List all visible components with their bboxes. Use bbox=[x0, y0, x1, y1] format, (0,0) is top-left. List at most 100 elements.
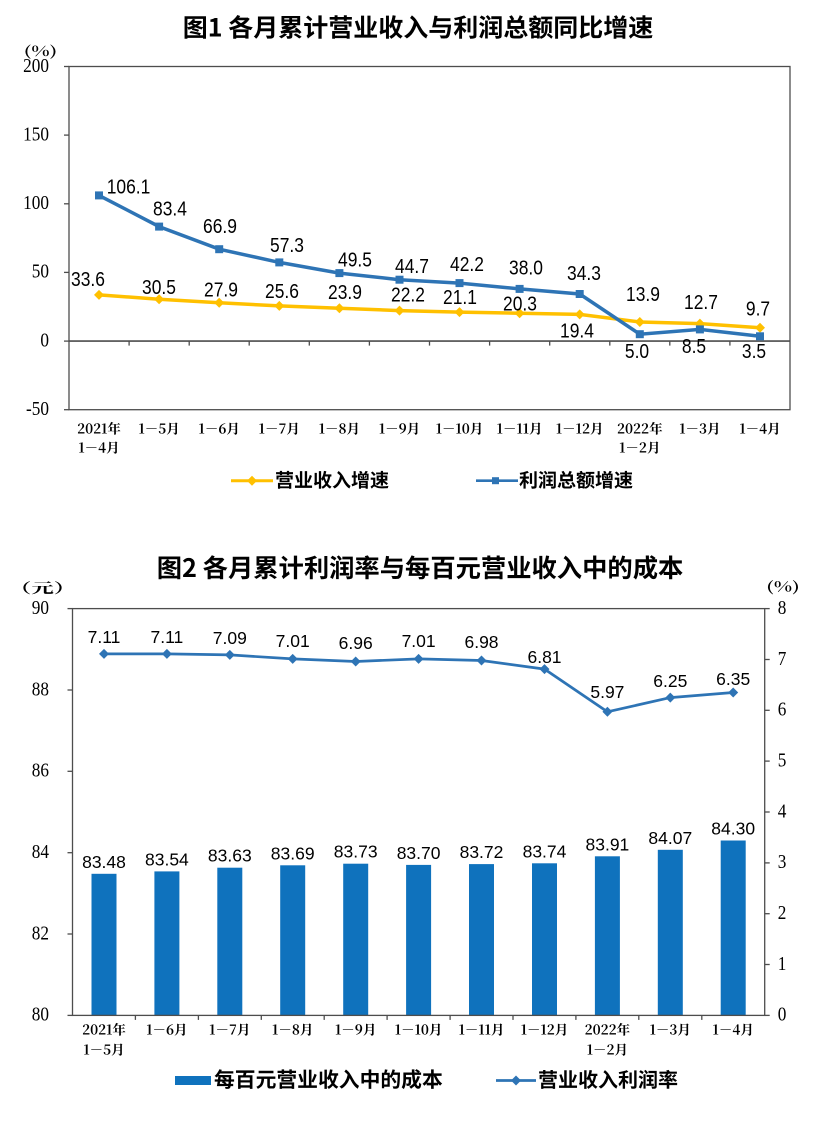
svg-text:1－10月: 1－10月 bbox=[436, 418, 484, 438]
svg-text:图2 各月累计利润率与每百元营业收入中的成本: 图2 各月累计利润率与每百元营业收入中的成本 bbox=[157, 549, 684, 585]
svg-text:利润总额增速: 利润总额增速 bbox=[519, 466, 633, 493]
svg-text:1－12月: 1－12月 bbox=[556, 418, 604, 438]
svg-text:66.9: 66.9 bbox=[203, 216, 237, 239]
svg-text:106.1: 106.1 bbox=[107, 176, 151, 199]
svg-text:6.98: 6.98 bbox=[464, 632, 498, 652]
svg-text:1－7月: 1－7月 bbox=[259, 418, 300, 438]
svg-text:-50: -50 bbox=[26, 398, 49, 421]
svg-text:（元）: （元） bbox=[9, 578, 76, 597]
svg-text:1: 1 bbox=[778, 952, 787, 975]
svg-text:25.6: 25.6 bbox=[265, 281, 299, 304]
svg-text:3: 3 bbox=[778, 851, 787, 874]
svg-text:1－11月: 1－11月 bbox=[459, 1019, 505, 1039]
svg-text:9.7: 9.7 bbox=[746, 298, 770, 321]
svg-text:6.96: 6.96 bbox=[339, 633, 373, 653]
svg-text:1－6月: 1－6月 bbox=[146, 1019, 187, 1039]
svg-text:38.0: 38.0 bbox=[509, 257, 543, 280]
svg-text:6.81: 6.81 bbox=[527, 647, 561, 667]
svg-text:6.35: 6.35 bbox=[716, 669, 750, 689]
svg-text:83.69: 83.69 bbox=[271, 843, 315, 863]
svg-text:30.5: 30.5 bbox=[142, 277, 176, 300]
svg-text:1－5月: 1－5月 bbox=[138, 418, 179, 438]
svg-text:4: 4 bbox=[778, 800, 787, 823]
svg-text:2: 2 bbox=[778, 902, 787, 925]
svg-text:83.54: 83.54 bbox=[145, 849, 189, 869]
svg-text:1－9月: 1－9月 bbox=[379, 418, 420, 438]
svg-text:1－6月: 1－6月 bbox=[199, 418, 240, 438]
svg-text:42.2: 42.2 bbox=[450, 254, 484, 277]
svg-text:(%): (%) bbox=[24, 40, 57, 60]
svg-text:27.9: 27.9 bbox=[204, 279, 238, 302]
svg-text:83.70: 83.70 bbox=[397, 843, 441, 863]
svg-text:7.01: 7.01 bbox=[402, 631, 436, 651]
svg-text:88: 88 bbox=[32, 678, 49, 701]
svg-text:营业收入利润率: 营业收入利润率 bbox=[538, 1064, 678, 1093]
svg-text:7.01: 7.01 bbox=[276, 631, 310, 651]
svg-text:13.9: 13.9 bbox=[626, 284, 660, 307]
svg-text:3.5: 3.5 bbox=[742, 341, 766, 364]
svg-text:1－8月: 1－8月 bbox=[319, 418, 360, 438]
svg-text:6: 6 bbox=[778, 698, 787, 721]
svg-text:12.7: 12.7 bbox=[684, 292, 718, 315]
svg-text:5: 5 bbox=[778, 749, 787, 772]
svg-text:1－2月: 1－2月 bbox=[587, 1039, 628, 1059]
svg-text:2022年: 2022年 bbox=[617, 418, 663, 438]
svg-text:86: 86 bbox=[32, 759, 49, 782]
svg-text:5.97: 5.97 bbox=[590, 682, 624, 702]
svg-text:7.11: 7.11 bbox=[151, 627, 184, 647]
svg-text:1－3月: 1－3月 bbox=[650, 1019, 691, 1039]
svg-text:22.2: 22.2 bbox=[391, 284, 425, 307]
svg-text:(%): (%) bbox=[766, 576, 799, 596]
svg-text:0: 0 bbox=[40, 329, 49, 352]
svg-text:7.11: 7.11 bbox=[88, 627, 121, 647]
svg-text:20.3: 20.3 bbox=[503, 293, 537, 316]
svg-text:83.91: 83.91 bbox=[586, 834, 630, 854]
svg-text:1－4月: 1－4月 bbox=[739, 418, 780, 438]
svg-text:8: 8 bbox=[778, 597, 787, 620]
svg-text:1－4月: 1－4月 bbox=[713, 1019, 754, 1039]
svg-text:50: 50 bbox=[32, 260, 49, 283]
svg-text:5.0: 5.0 bbox=[625, 341, 649, 364]
svg-text:44.7: 44.7 bbox=[395, 256, 429, 279]
svg-text:82: 82 bbox=[32, 922, 49, 945]
svg-text:1－5月: 1－5月 bbox=[83, 1039, 124, 1059]
svg-text:83.72: 83.72 bbox=[460, 842, 504, 862]
svg-text:1－10月: 1－10月 bbox=[395, 1019, 443, 1039]
svg-text:1－4月: 1－4月 bbox=[78, 437, 119, 457]
svg-text:1－2月: 1－2月 bbox=[619, 437, 660, 457]
svg-text:83.74: 83.74 bbox=[523, 841, 567, 861]
svg-text:83.63: 83.63 bbox=[208, 846, 252, 866]
svg-text:83.73: 83.73 bbox=[334, 842, 378, 862]
svg-text:57.3: 57.3 bbox=[270, 235, 304, 258]
svg-text:34.3: 34.3 bbox=[567, 263, 601, 286]
svg-text:33.6: 33.6 bbox=[71, 269, 105, 292]
svg-text:2021年: 2021年 bbox=[77, 418, 121, 438]
svg-text:19.4: 19.4 bbox=[560, 320, 594, 343]
svg-text:80: 80 bbox=[32, 1003, 49, 1026]
svg-text:1－9月: 1－9月 bbox=[335, 1019, 376, 1039]
svg-text:6.25: 6.25 bbox=[653, 671, 687, 691]
svg-text:图1 各月累计营业收入与利润总额同比增速: 图1 各月累计营业收入与利润总额同比增速 bbox=[183, 9, 653, 45]
svg-text:1－11月: 1－11月 bbox=[497, 418, 543, 438]
svg-text:1－7月: 1－7月 bbox=[209, 1019, 250, 1039]
svg-text:84: 84 bbox=[32, 841, 50, 864]
svg-text:200: 200 bbox=[23, 54, 49, 77]
svg-text:2021年: 2021年 bbox=[82, 1019, 126, 1039]
svg-text:83.48: 83.48 bbox=[82, 852, 126, 872]
svg-text:8.5: 8.5 bbox=[682, 336, 706, 359]
svg-text:90: 90 bbox=[32, 597, 49, 620]
svg-text:0: 0 bbox=[778, 1003, 787, 1026]
svg-text:1－3月: 1－3月 bbox=[679, 418, 720, 438]
svg-text:2022年: 2022年 bbox=[585, 1019, 631, 1039]
svg-text:7.09: 7.09 bbox=[213, 628, 247, 648]
svg-text:1－8月: 1－8月 bbox=[272, 1019, 313, 1039]
svg-text:49.5: 49.5 bbox=[338, 249, 372, 272]
svg-text:1－12月: 1－12月 bbox=[521, 1019, 569, 1039]
svg-text:150: 150 bbox=[23, 123, 49, 146]
svg-text:84.07: 84.07 bbox=[648, 828, 692, 848]
svg-text:营业收入增速: 营业收入增速 bbox=[275, 466, 389, 493]
svg-text:每百元营业收入中的成本: 每百元营业收入中的成本 bbox=[214, 1063, 443, 1093]
svg-text:84.30: 84.30 bbox=[711, 819, 755, 839]
svg-text:83.4: 83.4 bbox=[153, 198, 187, 221]
svg-text:21.1: 21.1 bbox=[443, 287, 477, 310]
